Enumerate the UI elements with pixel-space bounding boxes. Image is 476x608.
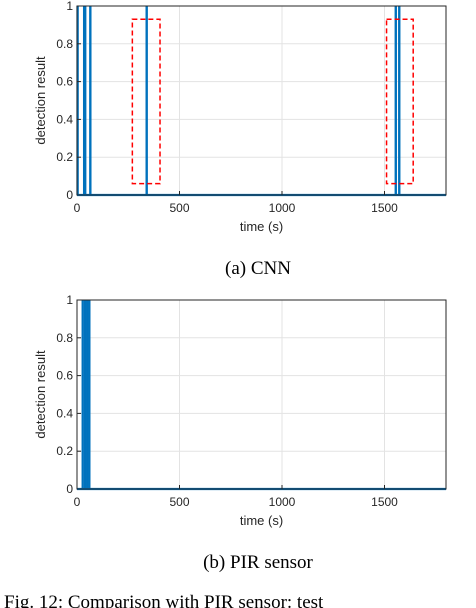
x-tick-label: 0 <box>74 201 81 215</box>
y-tick-label: 0.2 <box>56 150 73 164</box>
y-tick-label: 0.6 <box>56 369 73 383</box>
highlight-box <box>385 18 414 185</box>
plot-frame <box>76 5 447 196</box>
x-tick-label: 0 <box>74 495 81 509</box>
x-tick-label: 500 <box>169 495 189 509</box>
x-tick-label: 500 <box>169 201 189 215</box>
x-tick-label: 1500 <box>371 201 398 215</box>
x-tick-label: 1000 <box>269 201 296 215</box>
y-tick-label: 0.8 <box>56 331 73 345</box>
caption-b: (b) PIR sensor <box>203 552 313 573</box>
chart-pir-sensor: 0 500 1000 1500 0 0.2 0.4 0.6 0.8 1 time (s) detect… <box>33 293 447 528</box>
x-tick-label: 1500 <box>371 495 398 509</box>
x-tick-label: 1000 <box>269 495 296 509</box>
x-axis-label: time (s) <box>240 219 283 234</box>
x-axis-label: time (s) <box>240 513 283 528</box>
y-tick-label: 0.4 <box>56 112 73 126</box>
chart-cnn: 0 500 1000 1500 0 0.2 0.4 0.6 0.8 1 time (s) detect… <box>33 0 447 234</box>
plot-frame <box>76 299 447 490</box>
y-tick-label: 1 <box>66 0 73 13</box>
y-tick-label: 1 <box>66 293 73 307</box>
y-tick-label: 0.2 <box>56 444 73 458</box>
y-axis-label: detection result <box>33 350 48 439</box>
figure-caption: Fig. 12: Comparison with PIR sensor: tes… <box>4 592 324 608</box>
y-tick-label: 0.8 <box>56 37 73 51</box>
y-axis-label: detection result <box>33 56 48 145</box>
caption-a: (a) CNN <box>225 258 291 279</box>
y-tick-label: 0.6 <box>56 75 73 89</box>
y-tick-label: 0 <box>66 482 73 496</box>
y-tick-label: 0 <box>66 188 73 202</box>
y-tick-label: 0.4 <box>56 406 73 420</box>
